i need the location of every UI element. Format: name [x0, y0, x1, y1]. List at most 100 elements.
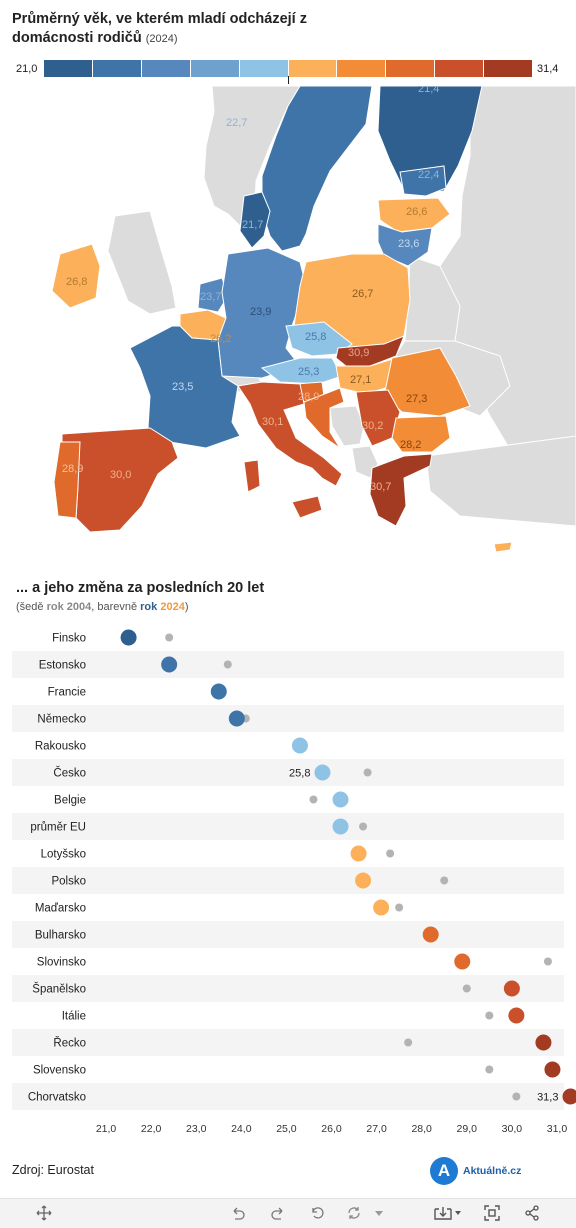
point-2004[interactable] — [363, 768, 372, 777]
point-2024[interactable] — [161, 656, 178, 673]
map-portugal[interactable] — [53, 441, 81, 519]
row-country-label: Polsko — [51, 876, 86, 888]
download-icon[interactable] — [430, 1203, 466, 1223]
point-2024[interactable] — [120, 629, 137, 646]
map-value-label: 23,5 — [172, 381, 193, 393]
undo-icon[interactable] — [228, 1203, 248, 1223]
point-2024[interactable] — [503, 980, 520, 997]
row-band — [12, 1083, 564, 1110]
point-2004[interactable] — [462, 984, 471, 993]
point-2004[interactable] — [543, 957, 552, 966]
point-2004[interactable] — [404, 1038, 413, 1047]
map-croatia[interactable] — [303, 387, 345, 449]
brand-logo[interactable]: A Aktuálně.cz — [430, 1157, 521, 1185]
point-2004[interactable] — [485, 1011, 494, 1020]
point-2004[interactable] — [223, 660, 232, 669]
point-2024[interactable] — [355, 872, 372, 889]
point-2024[interactable] — [228, 710, 245, 727]
map-value-label: 28,9 — [298, 391, 319, 403]
point-2024[interactable] — [350, 845, 367, 862]
map-value-label: 25,8 — [305, 331, 326, 343]
map-greece[interactable] — [369, 453, 433, 527]
color-legend: 21,0 31,4 — [0, 58, 576, 84]
point-2004[interactable] — [485, 1065, 494, 1074]
map-value-label: 22,4 — [418, 169, 439, 181]
point-2024[interactable] — [291, 737, 308, 754]
refresh-icon[interactable] — [344, 1203, 364, 1223]
share-icon[interactable] — [522, 1203, 542, 1223]
point-2024[interactable] — [535, 1034, 552, 1051]
map-france[interactable] — [129, 325, 241, 449]
map-labels: 22,7 21,4 22,4 26,6 23,6 21,7 26,8 23,7 26,2 23,9… — [62, 86, 439, 493]
note-mid: , barevně — [91, 601, 141, 613]
dropdown-icon[interactable] — [372, 1203, 386, 1223]
map-value-label: 28,2 — [400, 439, 421, 451]
point-2024[interactable] — [454, 953, 471, 970]
map-value-label: 23,7 — [200, 291, 221, 303]
point-2024[interactable] — [332, 818, 349, 835]
row-country-label: Estonsko — [39, 660, 86, 672]
map-denmark[interactable] — [239, 191, 271, 249]
legend-max: 31,4 — [537, 63, 559, 75]
row-band — [12, 975, 564, 1002]
map-ireland[interactable] — [51, 243, 101, 309]
chart-title: Průměrný věk, ve kterém mladí odcházejí … — [12, 10, 312, 49]
move-icon[interactable] — [34, 1203, 54, 1223]
map-turkey[interactable] — [425, 435, 576, 527]
point-2024[interactable] — [210, 683, 227, 700]
legend-swatch — [44, 60, 93, 77]
map-value-label: 30,9 — [348, 347, 369, 359]
point-2004[interactable] — [440, 876, 449, 885]
x-tick-label: 22,0 — [141, 1123, 162, 1135]
row-country-label: Belgie — [54, 795, 86, 807]
map-sicily[interactable] — [291, 495, 323, 519]
point-2024[interactable] — [422, 926, 439, 943]
map-netherlands[interactable] — [197, 277, 229, 313]
map-sardinia[interactable] — [243, 459, 261, 493]
map-lithuania[interactable] — [377, 223, 433, 267]
point-2024[interactable] — [544, 1061, 561, 1078]
map-value-label: 26,2 — [210, 333, 231, 345]
point-2004[interactable] — [309, 795, 318, 804]
map-balkans-west[interactable] — [329, 405, 365, 447]
legend-swatch — [190, 60, 240, 77]
point-2024[interactable] — [332, 791, 349, 808]
fullscreen-icon[interactable] — [482, 1203, 502, 1223]
map-value-label: 26,7 — [352, 288, 373, 300]
x-tick-label: 26,0 — [321, 1123, 342, 1135]
point-2024[interactable] — [562, 1088, 576, 1105]
map-value-label: 23,6 — [398, 238, 419, 250]
point-2024[interactable] — [508, 1007, 525, 1024]
map-cyprus[interactable] — [493, 541, 513, 553]
map-slovakia[interactable] — [335, 335, 405, 367]
legend-swatch — [484, 60, 534, 77]
note-prefix: (šedě — [16, 601, 47, 613]
redo-icon[interactable] — [268, 1203, 288, 1223]
point-2024[interactable] — [314, 764, 331, 781]
x-tick-label: 29,0 — [457, 1123, 478, 1135]
row-band — [12, 759, 564, 786]
dot-plot: Finsko Estonsko Francie Německo Rakousko Česk… — [12, 629, 576, 1135]
point-2004[interactable] — [512, 1092, 521, 1101]
point-2004[interactable] — [359, 822, 368, 831]
legend-min: 21,0 — [16, 63, 38, 75]
europe-map[interactable]: 22,7 21,4 22,4 26,6 23,6 21,7 26,8 23,7 26,2 23,9… — [0, 86, 576, 566]
point-2004[interactable] — [386, 849, 395, 858]
map-italy[interactable] — [237, 381, 343, 487]
point-2004[interactable] — [165, 633, 174, 642]
row-country-label: Slovinsko — [37, 957, 86, 969]
map-sweden[interactable] — [261, 86, 373, 252]
revert-icon[interactable] — [308, 1203, 328, 1223]
row-country-label: Francie — [48, 687, 86, 699]
legend-swatch — [386, 60, 436, 77]
map-estonia[interactable] — [399, 165, 447, 197]
point-2024[interactable] — [373, 899, 390, 916]
map-bulgaria[interactable] — [391, 415, 451, 453]
map-value-label: 30,7 — [370, 481, 391, 493]
map-value-label: 30,0 — [110, 469, 131, 481]
dotplot-subtitle: ... a jeho změna za posledních 20 let — [16, 580, 265, 596]
x-tick-label: 25,0 — [276, 1123, 297, 1135]
dotplot-note: (šedě rok 2004, barevně rok 2024) — [16, 601, 189, 613]
point-2004[interactable] — [395, 903, 404, 912]
map-uk[interactable] — [107, 210, 177, 315]
